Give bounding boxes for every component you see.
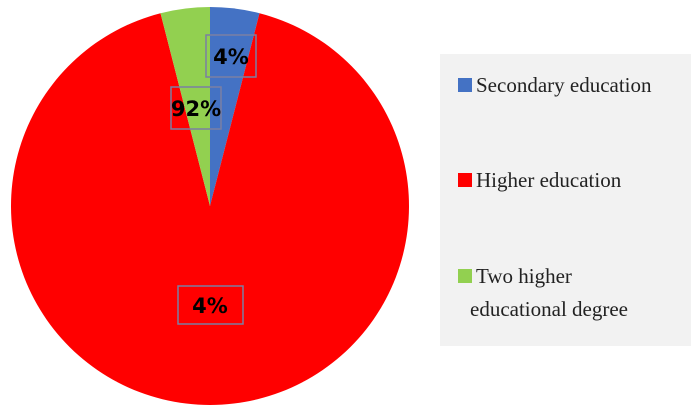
data-label-3: 4% [177, 285, 244, 325]
legend-items: Secondary education Higher education Two h… [458, 73, 652, 321]
pie-slice-two-higher-educational-degree [160, 7, 210, 206]
data-label-box [205, 34, 257, 78]
data-label-1: 4% [205, 34, 257, 78]
legend-label: Secondary education [476, 73, 652, 97]
data-label-text: 92% [171, 97, 221, 121]
data-label-text: 4% [192, 294, 228, 318]
pie-slice-higher-education [10, 13, 409, 405]
pie-slice-secondary-education [210, 6, 260, 206]
data-label-box [177, 285, 244, 325]
legend-label: Higher education [476, 168, 622, 192]
legend-item-1: Secondary education [458, 73, 652, 97]
legend-label: Two higher educational degree [470, 264, 628, 321]
legend-item-2: Higher education [458, 168, 622, 192]
legend-swatch [458, 173, 472, 187]
legend-item-3: Two higher educational degree [458, 264, 628, 321]
data-label-2: 92% [170, 86, 222, 130]
legend: Secondary education Higher education Two h… [440, 54, 691, 346]
pie-slices [10, 6, 409, 405]
legend-swatch [458, 269, 472, 283]
data-label-box [170, 86, 222, 130]
legend-background [440, 54, 691, 346]
pie-data-labels: 4% 92% 4% [170, 34, 257, 325]
data-label-text: 4% [213, 45, 249, 69]
legend-swatch [458, 78, 472, 92]
